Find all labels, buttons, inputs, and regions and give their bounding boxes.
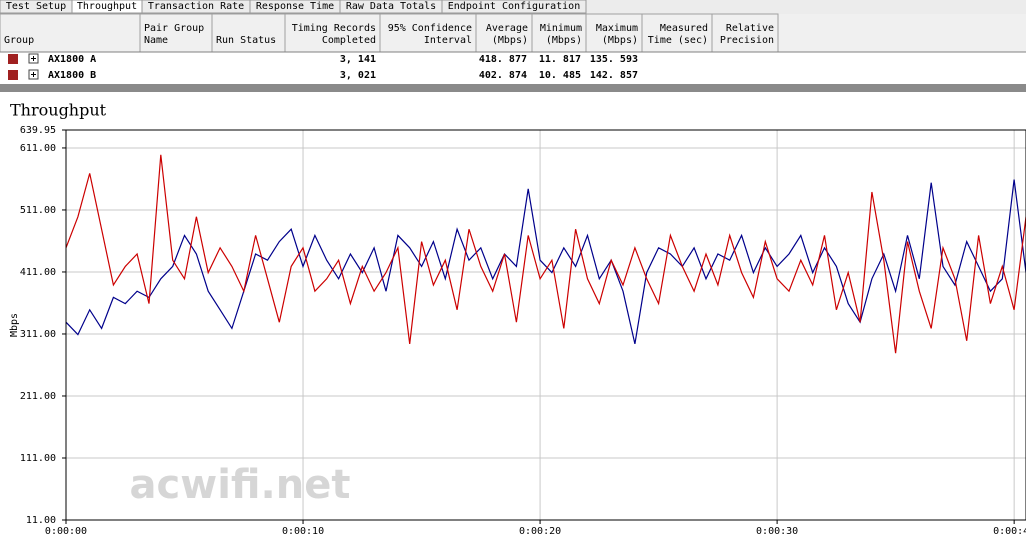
- header-label: Group: [4, 35, 34, 46]
- tab[interactable]: [441, 0, 587, 14]
- series-line: [65, 154, 1026, 354]
- header-label: Maximum: [596, 23, 638, 34]
- tab-label: Test Setup: [6, 1, 66, 12]
- header-cell: [585, 13, 643, 53]
- header-label: Pair Group: [144, 23, 204, 34]
- header-label: (Mbps): [546, 35, 582, 46]
- tab-label: Transaction Rate: [148, 1, 244, 12]
- y-tick-label: 611.00: [20, 143, 56, 154]
- row-group: AX1800 A: [48, 54, 96, 65]
- header-cell: [475, 13, 533, 53]
- header-cell: [0, 13, 141, 53]
- header-cell: [711, 13, 779, 53]
- header-label: Run Status: [216, 35, 276, 46]
- header-label: Measured: [660, 23, 708, 34]
- row-records: 3, 141: [340, 54, 376, 65]
- row-average: 418. 877: [479, 54, 527, 65]
- header-label: Timing Records: [292, 23, 376, 34]
- tab-label: Throughput: [77, 1, 137, 12]
- header-cell: [211, 13, 286, 53]
- row-maximum: 142. 857: [590, 70, 638, 81]
- y-tick-label: 111.00: [20, 453, 56, 464]
- row-average: 402. 874: [479, 70, 527, 81]
- expand-plus: [31, 72, 36, 77]
- y-tick-label: 311.00: [20, 329, 56, 340]
- x-tick-label: 0:00:30: [756, 526, 798, 537]
- header-label: 95% Confidence: [388, 23, 472, 34]
- header-label: (Mbps): [492, 35, 528, 46]
- header-label: (Mbps): [602, 35, 638, 46]
- tab-label: Endpoint Configuration: [448, 1, 580, 12]
- tab-label: Response Time: [256, 1, 334, 12]
- y-tick-label: 639.95: [20, 125, 56, 136]
- header-label: Average: [486, 23, 528, 34]
- plot-frame: [65, 129, 1026, 521]
- header-label: Interval: [424, 35, 472, 46]
- y-tick-label: 511.00: [20, 205, 56, 216]
- y-tick-label: 211.00: [20, 391, 56, 402]
- expand-plus: [31, 56, 36, 61]
- x-tick-label: 0:00:00: [45, 526, 87, 537]
- header-label: Time (sec): [648, 35, 708, 46]
- row-icon: [8, 54, 18, 64]
- x-tick-label: 0:00:10: [282, 526, 324, 537]
- header-label: Relative: [726, 23, 774, 34]
- header-label: Completed: [322, 35, 376, 46]
- x-tick-label: 0:00:40: [993, 526, 1026, 537]
- chart-title: Throughput: [10, 101, 107, 120]
- splitter: [0, 84, 1026, 92]
- row-maximum: 135. 593: [590, 54, 638, 65]
- header-label: Minimum: [540, 23, 582, 34]
- y-tick-label: 411.00: [20, 267, 56, 278]
- row-records: 3, 021: [340, 70, 376, 81]
- header-label: Name: [144, 35, 168, 46]
- row-minimum: 11. 817: [539, 54, 581, 65]
- y-tick-label: 11.00: [26, 515, 56, 526]
- tab-label: Raw Data Totals: [346, 1, 436, 12]
- row-group: AX1800 B: [48, 70, 96, 81]
- series-line: [65, 179, 1026, 345]
- plot-area: [65, 129, 1026, 521]
- header-cell: [531, 13, 587, 53]
- x-tick-label: 0:00:20: [519, 526, 561, 537]
- watermark: acwifi.net: [130, 462, 351, 508]
- y-axis-label: Mbps: [9, 313, 20, 337]
- row-minimum: 10. 485: [539, 70, 581, 81]
- row-icon: [8, 70, 18, 80]
- header-label: Precision: [720, 35, 774, 46]
